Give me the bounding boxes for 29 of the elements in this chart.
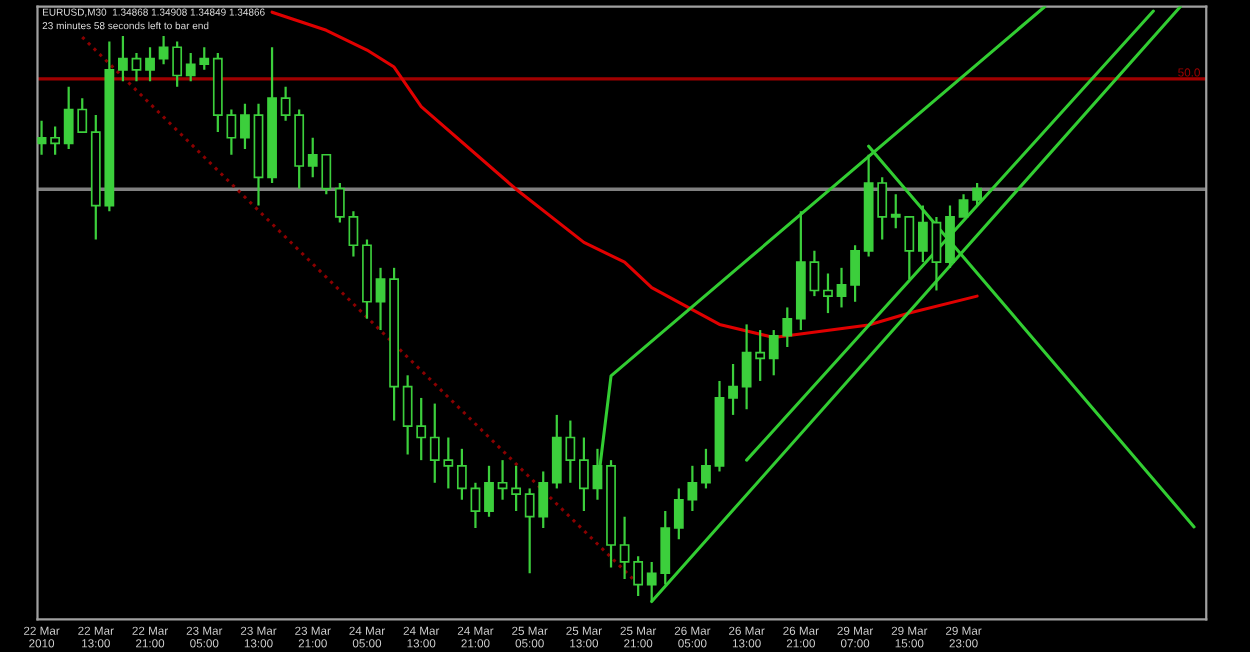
candlestick bbox=[633, 555, 644, 597]
candlestick bbox=[619, 515, 630, 581]
candlestick bbox=[470, 481, 481, 530]
candlestick bbox=[511, 464, 522, 513]
candlestick bbox=[240, 102, 250, 151]
candlestick bbox=[334, 181, 345, 224]
candlestick bbox=[823, 272, 833, 315]
candlestick bbox=[809, 249, 820, 298]
candlestick bbox=[172, 40, 183, 88]
candlestick bbox=[145, 46, 155, 83]
candlestick bbox=[728, 362, 738, 417]
candlestick bbox=[497, 459, 508, 501]
candlestick bbox=[850, 244, 860, 303]
candlestick bbox=[348, 210, 359, 258]
candlestick bbox=[701, 447, 711, 490]
candlestick bbox=[118, 34, 128, 83]
candlestick bbox=[484, 464, 494, 518]
candlestick bbox=[945, 204, 955, 269]
candlestick bbox=[958, 193, 969, 219]
candlestick bbox=[931, 215, 942, 292]
candlestick bbox=[131, 51, 142, 83]
candlestick bbox=[50, 125, 61, 156]
candlestick bbox=[836, 266, 847, 309]
candlestick bbox=[917, 204, 928, 264]
candlestick bbox=[158, 34, 169, 66]
candlestick bbox=[579, 436, 589, 513]
candlestick bbox=[375, 266, 386, 332]
candlestick bbox=[972, 181, 983, 207]
candlestick bbox=[456, 447, 467, 501]
